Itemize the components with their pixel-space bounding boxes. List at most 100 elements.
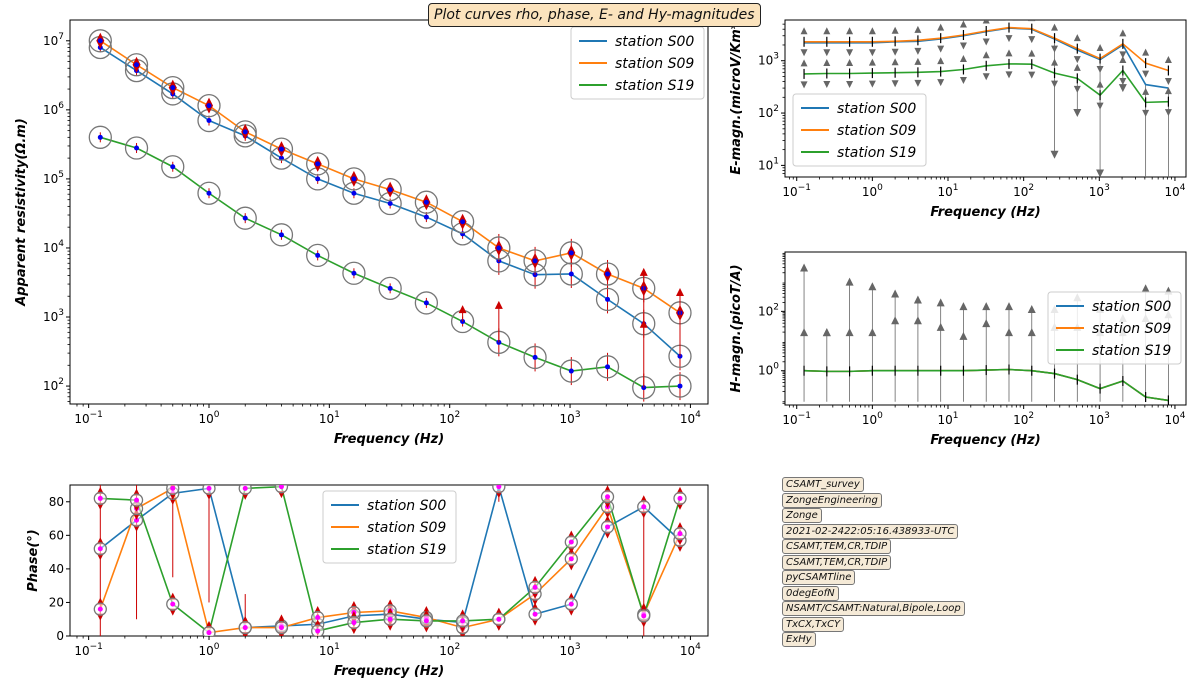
rho-x-tick-label: 100: [198, 410, 219, 426]
phase-point-dot: [97, 495, 103, 501]
phase-point-dot: [351, 620, 357, 626]
phase-point-dot: [605, 524, 611, 530]
rho-axes: Frequency (Hz) Apparent resistivity(Ω.m): [14, 19, 709, 447]
phase-error-cap: [205, 477, 212, 484]
hmag-x-tick-label: 104: [1164, 411, 1185, 427]
phase-error-cap: [169, 477, 176, 484]
emag-x-tick-label: 100: [862, 183, 883, 199]
emag-error-cap: [1118, 84, 1127, 93]
rho-error-cap: [494, 300, 503, 309]
emag-error-cap: [823, 27, 831, 35]
emag-error-cap: [1142, 48, 1150, 56]
hmag-ylabel: H-magn.(picoT/A): [729, 264, 744, 392]
hmag-error-cap: [891, 289, 900, 298]
rho-x-tick-label: 10−1: [74, 410, 103, 426]
rho-point-circle: [124, 53, 149, 77]
phase-point-dot: [134, 497, 140, 503]
rho-point-circle: [269, 137, 294, 161]
rho-point-circle: [88, 125, 112, 149]
rho-x-tick-label: 104: [680, 410, 701, 426]
emag-error-cap: [982, 20, 990, 24]
rho-y-tick-label: 104: [43, 239, 64, 255]
rho-point-dot: [278, 155, 284, 161]
emag-error-cap: [1142, 70, 1150, 78]
rho-legend-label: station S09: [615, 56, 694, 72]
rho-plot-area: [88, 29, 692, 402]
emag-error-cap: [1164, 109, 1172, 117]
emag-error-cap: [1051, 23, 1059, 31]
emag-error-cap: [959, 76, 967, 84]
rho-point-dot: [206, 103, 212, 109]
rho-frame: [69, 19, 709, 405]
rho-y-tick-label: 103: [43, 308, 64, 324]
emag-error-cap: [1096, 80, 1104, 88]
rho-legend-label: station S19: [615, 78, 694, 94]
emag-error-cap: [982, 73, 990, 81]
phase-point-dot: [677, 495, 683, 501]
hmag-error-cap: [868, 328, 877, 337]
rho-point-dot: [97, 38, 103, 44]
phase-legend-label: station S00: [367, 498, 446, 514]
emag-error-cap: [846, 27, 854, 35]
phase-error-cap: [278, 475, 285, 482]
emag-error-cap: [1119, 56, 1127, 64]
rho-point-dot: [568, 250, 574, 256]
phase-point-dot: [315, 628, 321, 634]
emag-error-cap: [846, 58, 854, 66]
hmag-error-cap: [800, 263, 809, 272]
emag-legend-label: station S09: [837, 123, 916, 139]
emag-error-cap: [1028, 49, 1036, 57]
metadata-label: CSAMT,TEM,CR,TDIP: [782, 554, 892, 570]
hmag-error-cap: [1027, 328, 1036, 337]
hmag-error-cap: [1004, 302, 1013, 311]
rho-point-circle: [88, 29, 112, 53]
emag-x-tick-label: 104: [1164, 183, 1185, 199]
emag-error-cap: [1028, 36, 1036, 44]
emag-error-cap: [800, 49, 808, 57]
phase-x-tick-label: 100: [198, 642, 219, 658]
rho-series-line: [100, 136, 681, 389]
emag-error-cap: [891, 26, 899, 34]
rho-point-dot: [315, 161, 321, 167]
rho-point-circle: [269, 223, 294, 247]
phase-point-dot: [568, 556, 574, 562]
rho-point-dot: [242, 215, 248, 221]
emag-error-cap: [1096, 66, 1104, 74]
phase-error-cap: [242, 477, 249, 484]
rho-point-circle: [668, 374, 692, 398]
metadata-label: pyCSAMTline: [782, 570, 856, 585]
rho-point-dot: [315, 176, 321, 182]
metadata-label: 2021-02-2422:05:16.438933-UTC: [782, 523, 959, 539]
rho-ylabel: Apparent resistivity(Ω.m): [14, 118, 29, 307]
emag-error-cap: [800, 27, 808, 35]
emag-error-cap: [800, 59, 808, 67]
emag-error-cap: [1051, 45, 1059, 53]
rho-point-circle: [595, 287, 620, 312]
phase-error-cap: [495, 475, 502, 482]
phase-point-dot: [605, 494, 611, 500]
phase-point-dot: [460, 618, 466, 624]
rho-point-circle: [595, 355, 620, 379]
rho-point-dot: [532, 258, 538, 264]
phase-x-tick-label: 104: [680, 642, 701, 658]
emag-error-cap: [937, 45, 945, 53]
emag-error-cap: [1051, 80, 1059, 88]
emag-error-cap: [846, 80, 854, 88]
emag-error-cap: [1050, 150, 1059, 159]
phase-point-dot: [206, 630, 212, 636]
rho-point-dot: [278, 146, 284, 152]
hmag-legend-label: station S09: [1092, 321, 1171, 337]
hmag-legend: station S00 station S09 station S19: [1047, 291, 1182, 365]
metadata-label: CSAMT,TEM,CR,TDIP: [782, 539, 892, 554]
phase-point-dot: [242, 485, 248, 491]
emag-error-cap: [868, 27, 876, 35]
hmag-error-cap: [982, 302, 991, 311]
emag-error-cap: [959, 20, 967, 28]
phase-point-dot: [315, 615, 321, 621]
rho-y-tick-label: 106: [43, 101, 64, 117]
rho-point-circle: [161, 75, 185, 100]
emag-ylabel: E-magn.(microV/Km*: [729, 22, 744, 175]
rho-point-dot: [387, 201, 393, 207]
rho-point-dot: [387, 285, 393, 291]
rho-point-circle: [414, 190, 439, 214]
